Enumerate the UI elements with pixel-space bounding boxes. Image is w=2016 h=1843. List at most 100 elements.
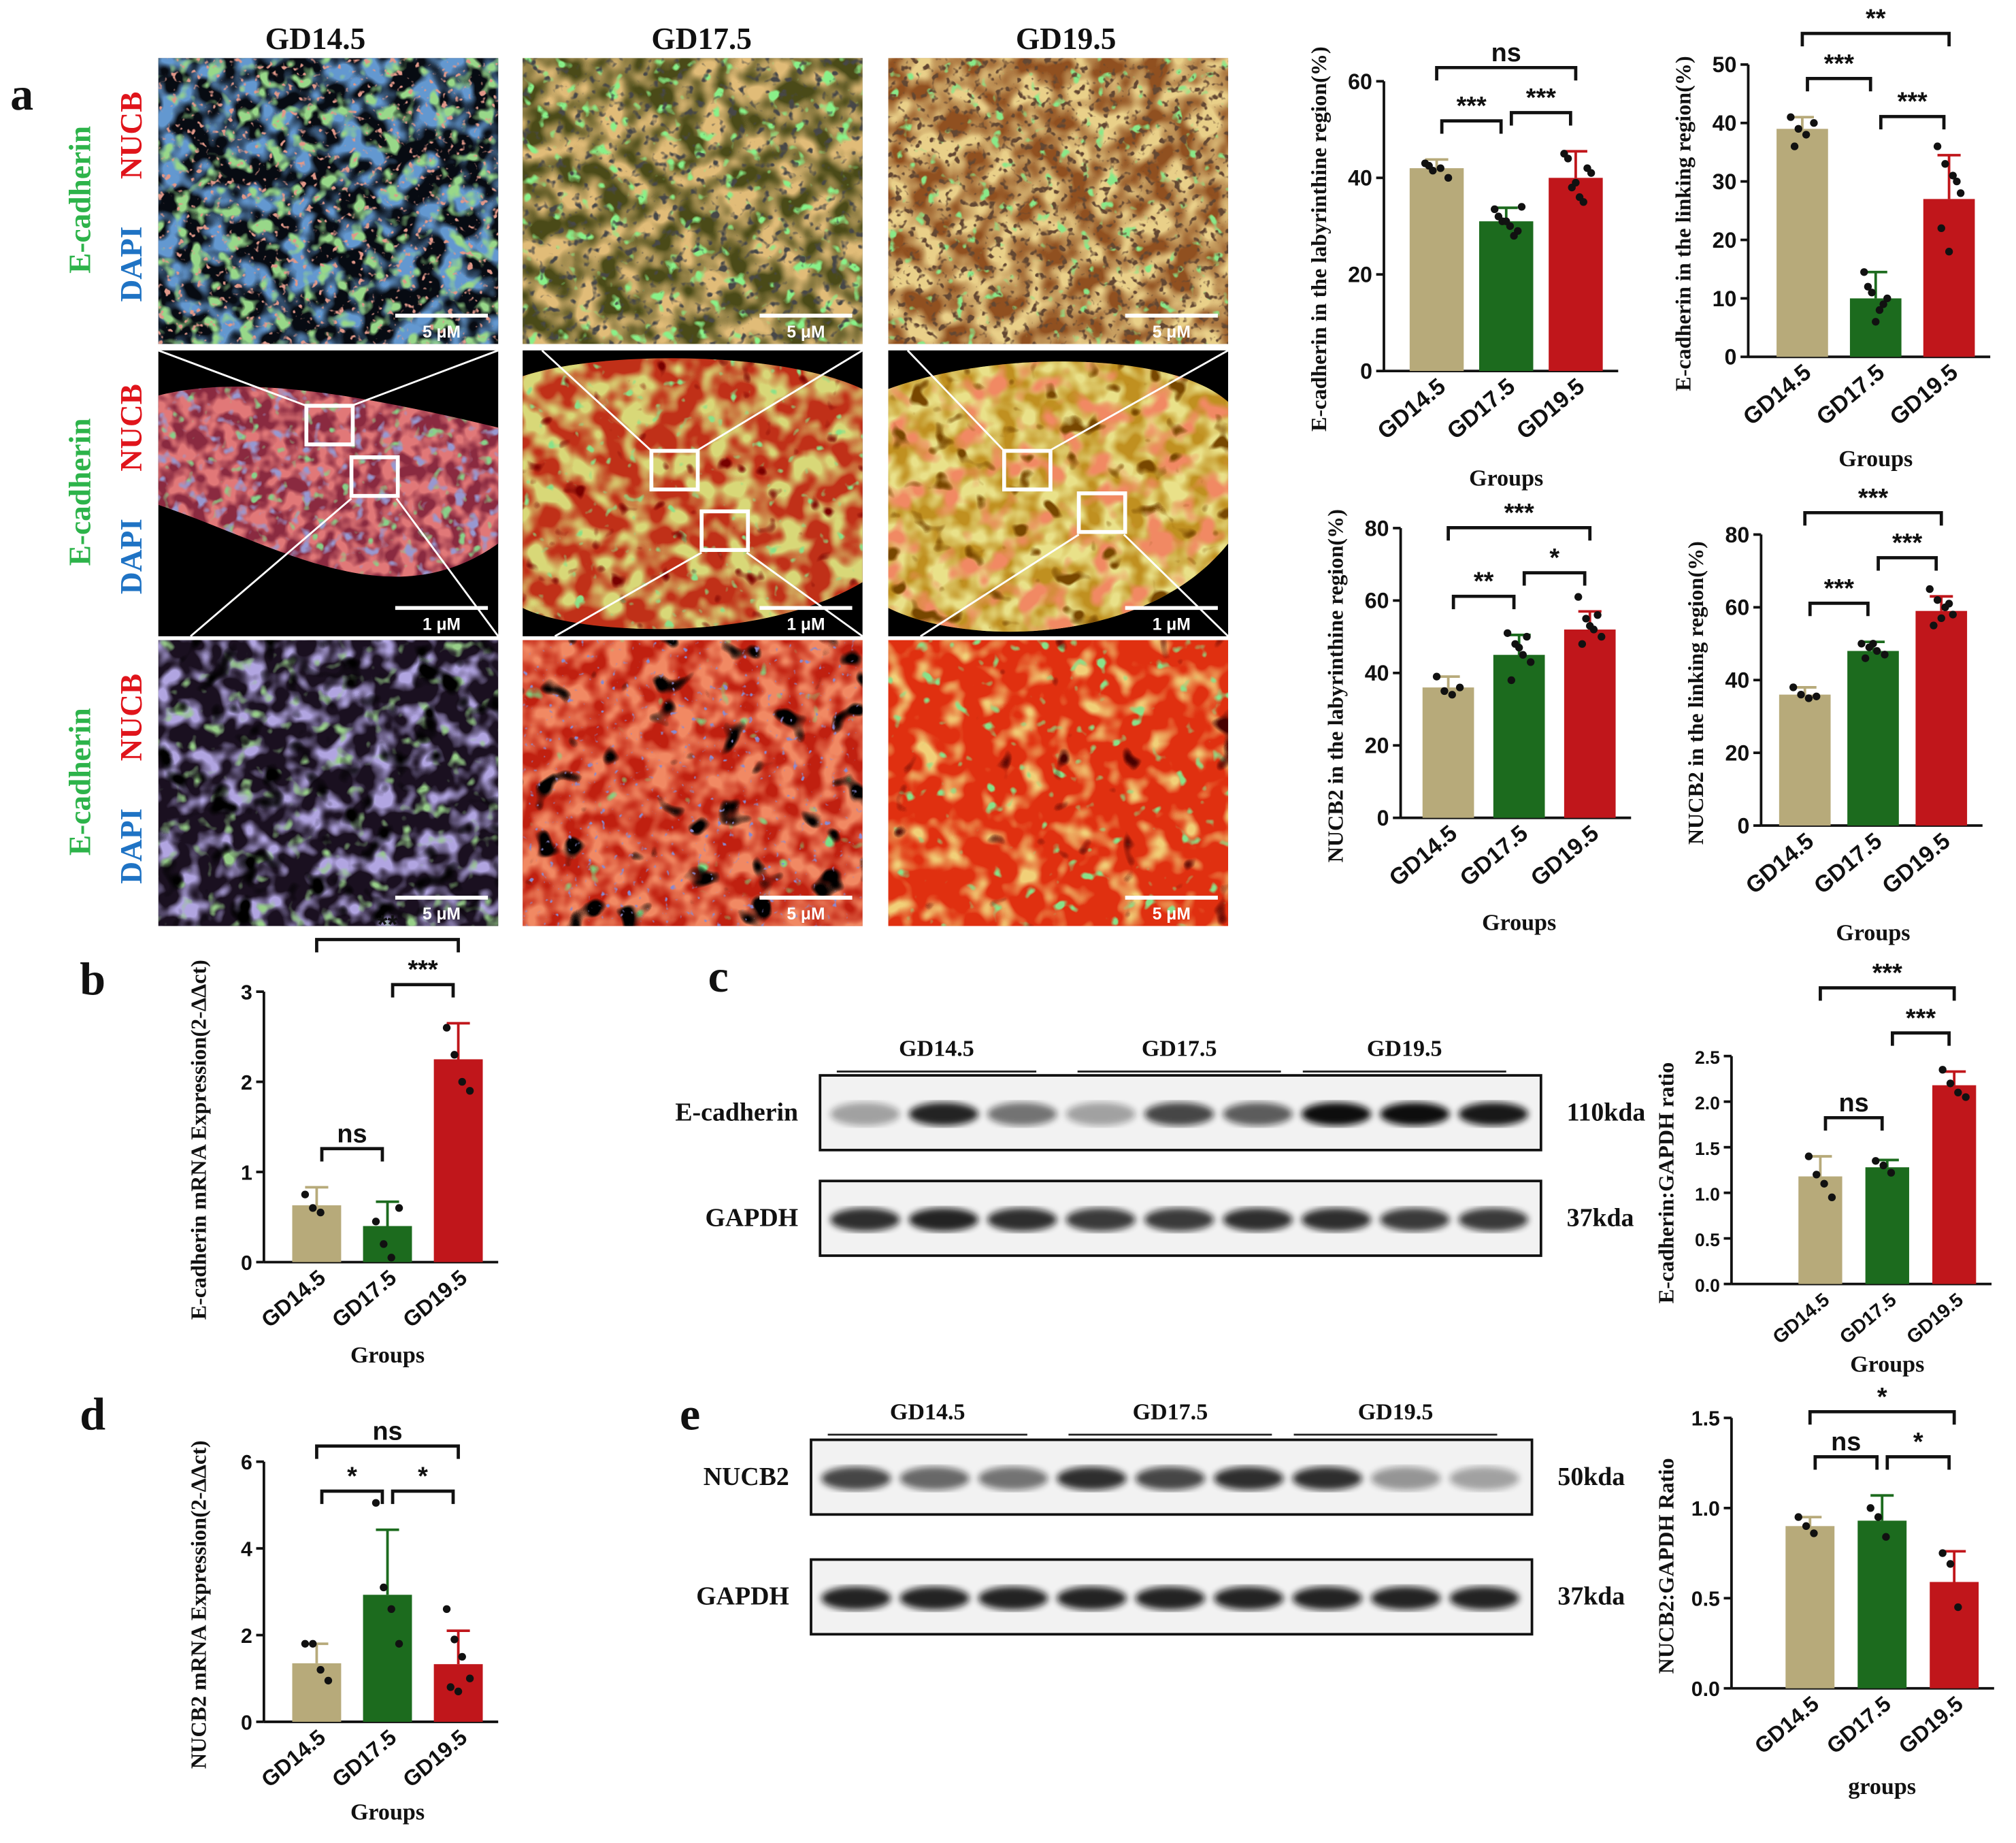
panel-label: b	[80, 953, 105, 1005]
y-tick-label: 60	[1348, 69, 1372, 94]
data-point	[1804, 1152, 1813, 1160]
sig-bracket	[391, 983, 455, 998]
bar	[292, 1663, 342, 1722]
zoom-line	[541, 349, 652, 452]
error-bar	[1943, 1550, 1966, 1582]
data-point	[1527, 658, 1535, 666]
error-bar	[376, 1200, 399, 1226]
data-point	[1946, 1560, 1955, 1568]
y-tick-label: 20	[1348, 263, 1372, 287]
data-point	[1790, 142, 1799, 150]
error-bar	[446, 1629, 470, 1665]
data-point	[1564, 154, 1572, 163]
sig-label: **	[1474, 568, 1494, 596]
data-point	[387, 1605, 395, 1613]
x-tick-label: GD14.5	[1769, 1289, 1834, 1348]
data-point	[1789, 683, 1798, 691]
sig-label: ***	[1892, 529, 1922, 557]
error-bar	[305, 1642, 329, 1663]
error-bar	[1425, 158, 1449, 169]
data-point	[1517, 203, 1526, 211]
x-tick-label: GD17.5	[327, 1265, 401, 1333]
data-point	[1491, 205, 1499, 214]
sig-bracket	[315, 938, 460, 953]
y-tick-label: 2	[241, 1625, 252, 1648]
stain-label: E-cadherin	[63, 419, 97, 566]
sig-bracket	[320, 1147, 384, 1162]
blot-band	[830, 1102, 900, 1126]
sig-label: ns	[372, 1417, 402, 1446]
sig-bracket	[1885, 1455, 1951, 1470]
data-point	[1523, 632, 1531, 641]
zoom-box	[1076, 491, 1127, 534]
sig-bracket	[1447, 526, 1592, 541]
sig-bracket	[315, 1444, 460, 1459]
panel-label: e	[680, 1388, 700, 1439]
stain-label: NUCB	[114, 92, 148, 180]
sig-bracket	[1819, 986, 1956, 1001]
data-point	[1436, 164, 1444, 172]
data-point	[371, 1499, 380, 1507]
bar	[1923, 199, 1975, 357]
bar	[1785, 1526, 1835, 1689]
data-point	[1861, 654, 1870, 662]
data-point	[316, 1665, 325, 1674]
blot-group: GD14.5	[899, 1037, 974, 1062]
data-point	[1872, 318, 1880, 326]
data-point	[450, 1051, 459, 1059]
data-point	[442, 1605, 451, 1613]
y-tick-label: 1.0	[1691, 1498, 1720, 1520]
y-tick-label: 50	[1713, 52, 1737, 77]
data-point	[1802, 1522, 1811, 1531]
y-tick-label: 40	[1713, 111, 1737, 135]
zoom-line	[190, 498, 352, 637]
data-point	[1953, 177, 1961, 186]
sig-label: ns	[1839, 1089, 1869, 1118]
micrograph: 5 μM	[888, 58, 1229, 344]
stain-label: E-cadherin	[63, 708, 97, 855]
bar	[1409, 168, 1464, 372]
blot-band	[1458, 1102, 1528, 1126]
data-point	[1956, 189, 1965, 197]
blot-group: GD19.5	[1367, 1037, 1442, 1062]
blot-size: 37kda	[1557, 1582, 1625, 1611]
blot-band	[1380, 1207, 1450, 1232]
column-title: GD19.5	[1016, 22, 1117, 56]
zoom-line	[395, 498, 499, 637]
error-bar	[1808, 1155, 1832, 1177]
blot-band	[1135, 1586, 1205, 1610]
blot-row: E-cadherin	[675, 1098, 798, 1126]
data-point	[1574, 593, 1583, 601]
x-tick-label: GD17.5	[1812, 359, 1889, 431]
data-point	[1946, 1079, 1955, 1088]
y-tick-label: 0	[1725, 345, 1737, 370]
sig-label: **	[1866, 5, 1886, 33]
y-tick-label: 2.5	[1695, 1047, 1720, 1068]
zoom-line	[695, 349, 863, 452]
blot-band	[1458, 1207, 1528, 1232]
stain-label: NUCB	[114, 384, 148, 472]
panel-label: d	[80, 1388, 105, 1439]
data-point	[1866, 1504, 1874, 1512]
x-tick-label: GD14.5	[1373, 374, 1451, 445]
blot-size: 110kda	[1567, 1098, 1646, 1126]
micrograph: 5 μM	[888, 640, 1229, 926]
bar	[1915, 610, 1968, 826]
zoom-line	[158, 349, 307, 407]
data-point	[1794, 125, 1802, 133]
data-point	[1572, 178, 1580, 187]
zoom-box	[699, 509, 750, 552]
sig-bracket	[1803, 510, 1943, 526]
micrograph: 1 μM	[158, 350, 499, 636]
blot-band	[830, 1207, 900, 1232]
blot-band	[1057, 1467, 1127, 1490]
scale-label: 1 μM	[787, 615, 825, 634]
data-point	[1887, 1169, 1896, 1177]
data-point	[1869, 640, 1877, 648]
sig-label: ***	[408, 956, 437, 984]
blot-band	[1065, 1207, 1136, 1232]
y-tick-label: 6	[241, 1452, 252, 1474]
data-point	[301, 1640, 310, 1648]
scale-label: 1 μM	[1153, 615, 1191, 634]
data-point	[1794, 1513, 1802, 1521]
